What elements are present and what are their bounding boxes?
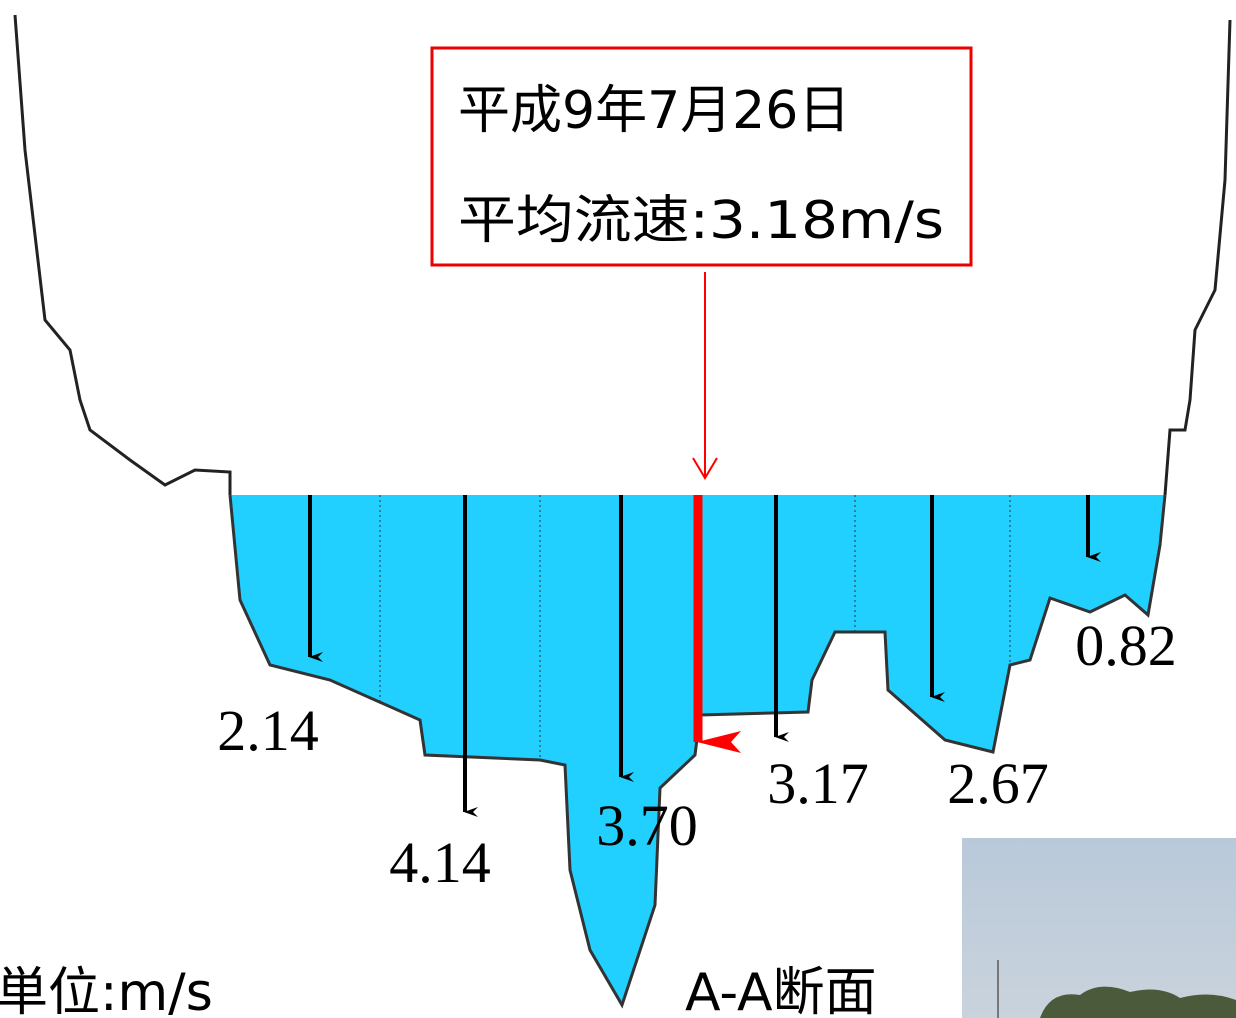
section-label: A-A断面	[685, 963, 877, 1018]
velocity-label: 3.70	[596, 793, 698, 858]
callout-box	[430, 46, 973, 267]
velocity-label: 0.82	[1075, 613, 1177, 678]
velocity-label: 3.17	[767, 751, 869, 816]
unit-label: 単位:m/s	[0, 963, 213, 1018]
callout-date: 平成9年7月26日	[458, 81, 850, 141]
callout-mean-velocity: 平均流速:3.18m/s	[458, 191, 944, 251]
riverbed-outline	[228, 494, 1167, 1009]
callout-pointer-head	[692, 457, 718, 480]
left-bank	[13, 14, 232, 495]
velocity-arrows	[308, 495, 1101, 817]
velocity-label: 2.67	[947, 751, 1049, 816]
divider-lines	[379, 495, 1011, 760]
velocity-label: 4.14	[389, 830, 491, 895]
velocity-label: 2.14	[217, 698, 319, 763]
photo	[962, 838, 1236, 1018]
right-bank	[1163, 19, 1232, 496]
